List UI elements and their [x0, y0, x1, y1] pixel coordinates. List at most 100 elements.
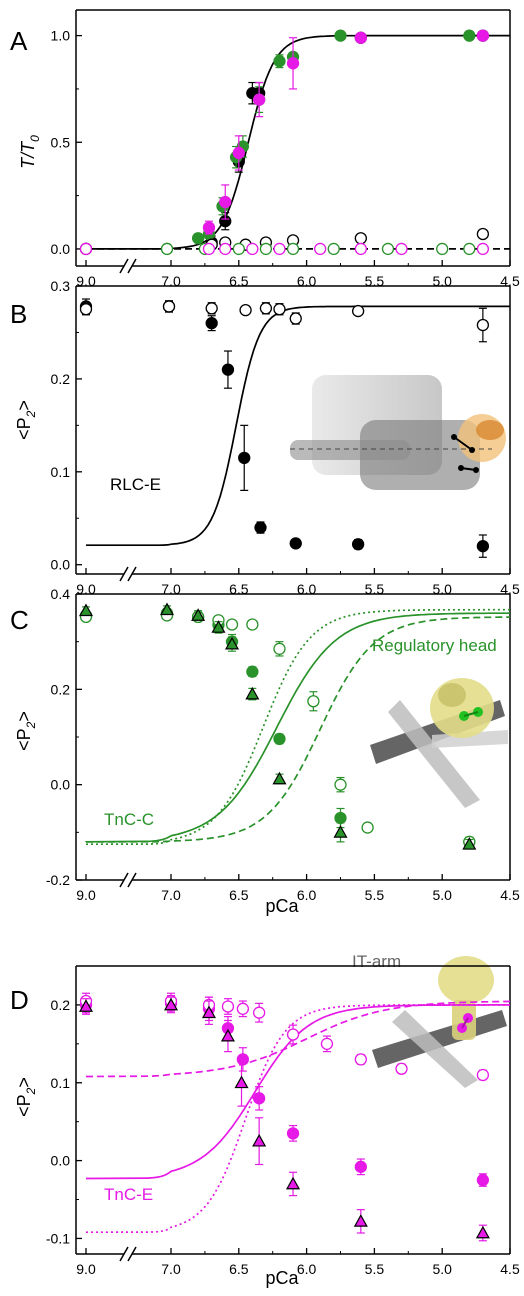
y-axis-label-end: >: [14, 711, 34, 722]
data-point-open: [361, 821, 374, 834]
x-tick-label: 6.5: [229, 581, 249, 597]
data-point-filled: [246, 665, 259, 678]
x-tick-label: 9.0: [76, 581, 96, 597]
series-0: [79, 994, 490, 1187]
panel-d: D <P2> pCa TnC-E IT-arm 9.0 7.0 6.5 6.0 5.5 5…: [10, 952, 520, 1288]
data-point-open: [246, 242, 259, 256]
x-tick-label: 7.0: [161, 273, 181, 289]
panel-b: B <P2> RLC-E 9.0 7.0 6.5 6.0 5.5 5.0 4.5 0.0 0.1…: [10, 278, 520, 597]
axis-break-mark: [119, 566, 129, 582]
x-tick-label: 6.0: [297, 1261, 317, 1277]
x-tick-label: 9.0: [76, 273, 96, 289]
data-point-open: [225, 618, 239, 631]
y-axis-label: <P2>: [14, 400, 38, 440]
y-axis-label-main: <P: [14, 1094, 34, 1117]
axis-break-mark: [119, 1246, 129, 1262]
panel-label: B: [10, 299, 27, 329]
x-tick-label: 5.0: [432, 887, 452, 903]
data-point-open: [395, 242, 408, 256]
x-tick-label: 4.5: [500, 581, 520, 597]
y-tick-label: 0.1: [51, 1075, 71, 1091]
data-point-filled: [205, 317, 218, 330]
data-point-open: [202, 242, 216, 256]
y-tick-label: 1.0: [51, 28, 71, 44]
panel-label: D: [10, 985, 29, 1015]
data-point-open: [354, 1053, 367, 1066]
data-point-triangle: [353, 1214, 368, 1227]
x-tick-label: 6.5: [229, 273, 249, 289]
data-point-filled: [463, 29, 476, 42]
axis-break-mark: [127, 872, 137, 888]
x-axis-label: pCa: [265, 1268, 299, 1288]
data-point-open: [476, 227, 490, 241]
data-point-open: [354, 242, 367, 256]
x-tick-label: 4.5: [500, 1261, 520, 1277]
data-point-open: [205, 302, 218, 315]
y-axis-label-sub: 2: [24, 721, 38, 729]
data-point-open: [162, 300, 176, 313]
data-point-open: [79, 303, 93, 316]
data-point-filled: [334, 811, 347, 825]
data-point-filled: [476, 29, 490, 42]
axis-break-mark: [127, 1246, 137, 1262]
fit-curve-solid: [85, 612, 511, 843]
data-point-triangle: [191, 608, 206, 621]
panel-label: C: [10, 605, 29, 635]
x-tick-label: 6.5: [229, 1261, 249, 1277]
y-tick-label: 0.2: [51, 681, 71, 697]
x-tick-label: 4.5: [500, 887, 520, 903]
data-point-filled: [219, 195, 232, 209]
y-tick-label: 0.2: [51, 371, 71, 387]
y-tick-label: 0.0: [51, 1153, 71, 1169]
curve-annotation: TnC-E: [104, 1185, 153, 1204]
data-point-filled: [273, 732, 286, 746]
data-point-filled: [221, 363, 235, 376]
fit-curve-solid: [86, 305, 510, 547]
data-point-triangle: [225, 636, 240, 650]
data-point-filled: [238, 451, 251, 465]
y-axis-label: T/T0: [18, 135, 42, 169]
data-point-open: [160, 242, 174, 256]
data-point-open: [395, 1062, 408, 1075]
data-point-triangle: [78, 603, 94, 617]
y-tick-label: -0.2: [46, 872, 70, 888]
data-point-open: [273, 242, 286, 256]
data-point-open: [273, 642, 286, 655]
data-point-filled: [252, 1092, 266, 1105]
x-tick-label: 6.0: [297, 581, 317, 597]
data-point-triangle: [333, 825, 348, 838]
data-point-open: [286, 242, 300, 256]
data-point-triangle: [462, 837, 477, 850]
data-point-filled: [286, 57, 300, 70]
y-axis-label-sub: 2: [24, 1087, 38, 1095]
data-point-filled: [252, 93, 266, 106]
x-tick-label: 5.0: [432, 273, 452, 289]
regulatory-head-structure-image: [370, 678, 508, 808]
data-point-filled: [232, 146, 245, 160]
x-tick-label: 6.5: [229, 887, 249, 903]
data-point-open: [79, 242, 93, 256]
data-point-filled: [476, 1173, 490, 1187]
data-point-filled: [286, 1127, 300, 1140]
data-point-triangle: [211, 620, 226, 633]
axis-break-mark: [119, 258, 129, 274]
y-tick-label: 0.0: [51, 557, 71, 573]
y-tick-label: 0.5: [51, 134, 71, 150]
data-point-filled: [334, 29, 347, 42]
y-tick-label: 0.3: [51, 278, 71, 294]
y-tick-label: 0.2: [51, 997, 71, 1013]
y-axis-label-main: T/T: [18, 140, 38, 169]
x-tick-label: 9.0: [76, 887, 96, 903]
data-point-filled: [202, 221, 216, 234]
data-point-triangle: [234, 1075, 249, 1089]
data-point-filled: [351, 538, 365, 551]
data-point-open: [221, 1000, 235, 1013]
y-axis-label: <P2>: [14, 1077, 38, 1117]
data-point-open: [259, 242, 273, 256]
data-point-filled: [289, 537, 302, 550]
panel-a: A T/T0 9.0 7.0 6.5 6.0 5.5 5.0 4.5 0.0 0.5 1.0: [10, 9, 520, 289]
data-point-open: [286, 1028, 300, 1041]
y-axis-label-sub: 0: [28, 135, 42, 142]
data-point-open: [351, 304, 365, 318]
